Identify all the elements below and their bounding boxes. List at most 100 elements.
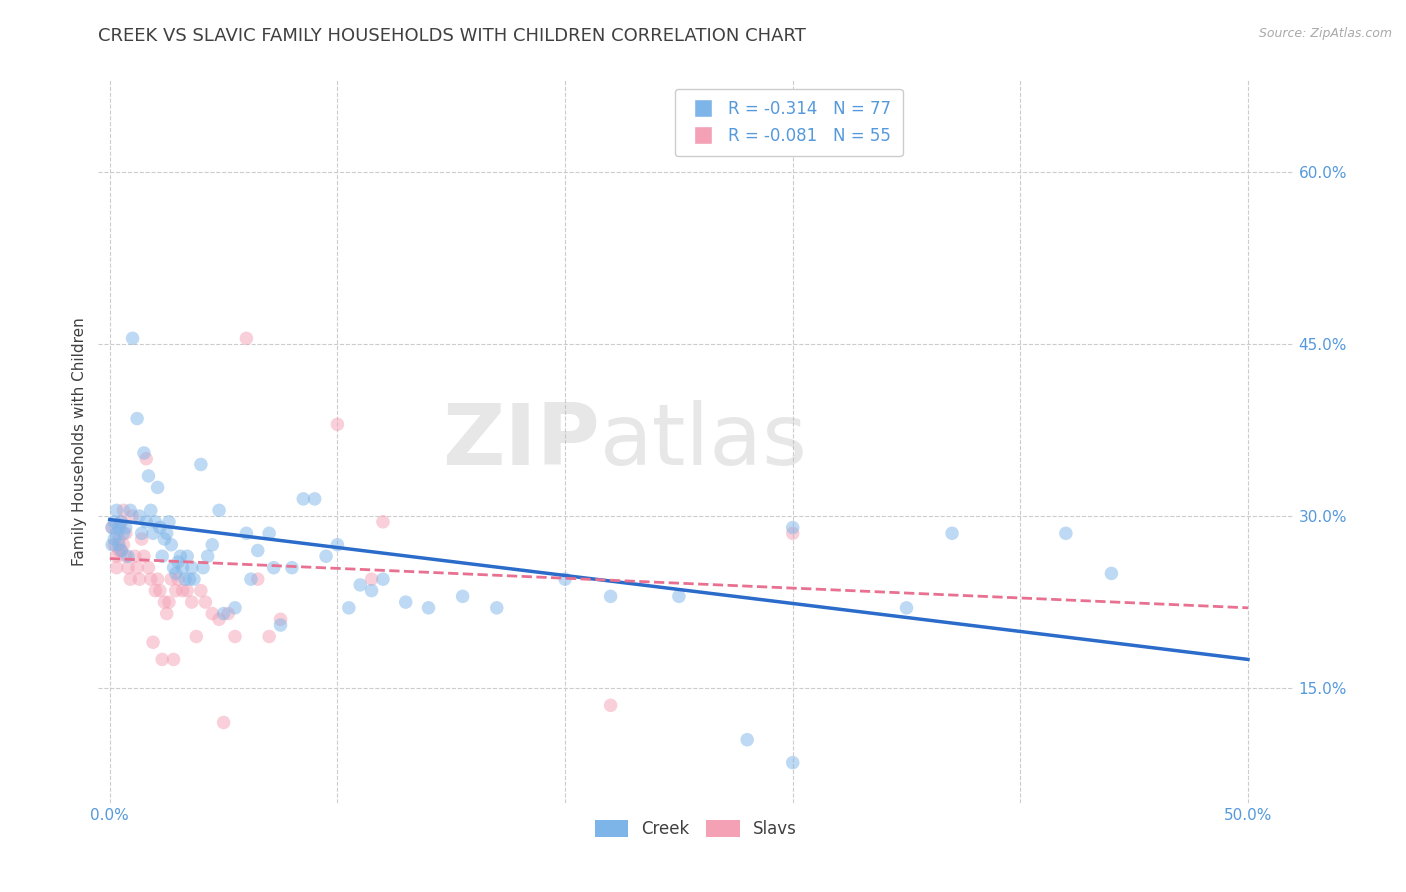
Point: [153, 532, 176, 546]
Point: [197, 549, 219, 564]
Point: [183, 572, 205, 586]
Point: [114, 549, 136, 564]
Point: [315, 549, 337, 564]
Point: [110, 515, 132, 529]
Point: [270, 612, 292, 626]
Point: [114, 526, 136, 541]
Point: [257, 630, 280, 644]
Point: [139, 572, 162, 586]
Point: [103, 538, 125, 552]
Point: [149, 520, 172, 534]
Point: [149, 583, 172, 598]
Point: [143, 583, 166, 598]
Point: [451, 590, 474, 604]
Point: [132, 446, 155, 460]
Point: [121, 331, 143, 345]
Point: [165, 566, 187, 581]
Text: Source: ZipAtlas.com: Source: ZipAtlas.com: [1258, 27, 1392, 40]
Point: [896, 600, 918, 615]
Point: [554, 572, 576, 586]
Point: [201, 607, 224, 621]
Point: [360, 583, 382, 598]
Point: [212, 715, 235, 730]
Point: [131, 532, 153, 546]
Point: [105, 560, 128, 574]
Point: [349, 578, 371, 592]
Point: [110, 543, 132, 558]
Point: [101, 538, 124, 552]
Point: [108, 538, 131, 552]
Point: [371, 515, 394, 529]
Point: [395, 595, 418, 609]
Point: [132, 549, 155, 564]
Point: [114, 520, 136, 534]
Point: [1099, 566, 1122, 581]
Point: [668, 590, 690, 604]
Point: [146, 572, 169, 586]
Point: [160, 538, 183, 552]
Point: [782, 756, 804, 770]
Point: [246, 543, 269, 558]
Point: [326, 538, 349, 552]
Point: [246, 572, 269, 586]
Point: [127, 411, 149, 425]
Point: [292, 491, 315, 506]
Point: [143, 515, 166, 529]
Point: [217, 607, 239, 621]
Point: [194, 595, 217, 609]
Point: [120, 503, 142, 517]
Point: [176, 583, 198, 598]
Point: [360, 572, 382, 586]
Point: [735, 732, 758, 747]
Point: [128, 572, 150, 586]
Point: [117, 560, 139, 574]
Point: [263, 560, 285, 574]
Point: [162, 560, 184, 574]
Point: [156, 526, 179, 541]
Point: [224, 600, 246, 615]
Point: [146, 480, 169, 494]
Point: [131, 526, 153, 541]
Point: [172, 583, 194, 598]
Point: [103, 532, 125, 546]
Point: [235, 331, 257, 345]
Point: [224, 630, 246, 644]
Point: [112, 526, 135, 541]
Point: [156, 607, 179, 621]
Legend: Creek, Slavs: Creek, Slavs: [588, 814, 804, 845]
Point: [190, 583, 212, 598]
Point: [105, 549, 128, 564]
Point: [157, 595, 180, 609]
Point: [337, 600, 360, 615]
Point: [150, 549, 173, 564]
Point: [117, 549, 139, 564]
Point: [162, 652, 184, 666]
Point: [174, 572, 197, 586]
Point: [157, 515, 180, 529]
Point: [167, 555, 190, 569]
Point: [110, 515, 132, 529]
Point: [128, 509, 150, 524]
Point: [180, 595, 202, 609]
Point: [138, 560, 160, 574]
Point: [101, 520, 124, 534]
Point: [120, 572, 142, 586]
Point: [108, 532, 131, 546]
Point: [108, 520, 131, 534]
Point: [326, 417, 349, 432]
Point: [103, 515, 125, 529]
Point: [941, 526, 963, 541]
Point: [371, 572, 394, 586]
Point: [782, 526, 804, 541]
Point: [782, 520, 804, 534]
Point: [190, 458, 212, 472]
Point: [180, 560, 202, 574]
Point: [101, 520, 124, 534]
Point: [153, 595, 176, 609]
Point: [138, 469, 160, 483]
Point: [135, 515, 157, 529]
Point: [239, 572, 262, 586]
Point: [235, 526, 257, 541]
Point: [270, 618, 292, 632]
Point: [172, 560, 194, 574]
